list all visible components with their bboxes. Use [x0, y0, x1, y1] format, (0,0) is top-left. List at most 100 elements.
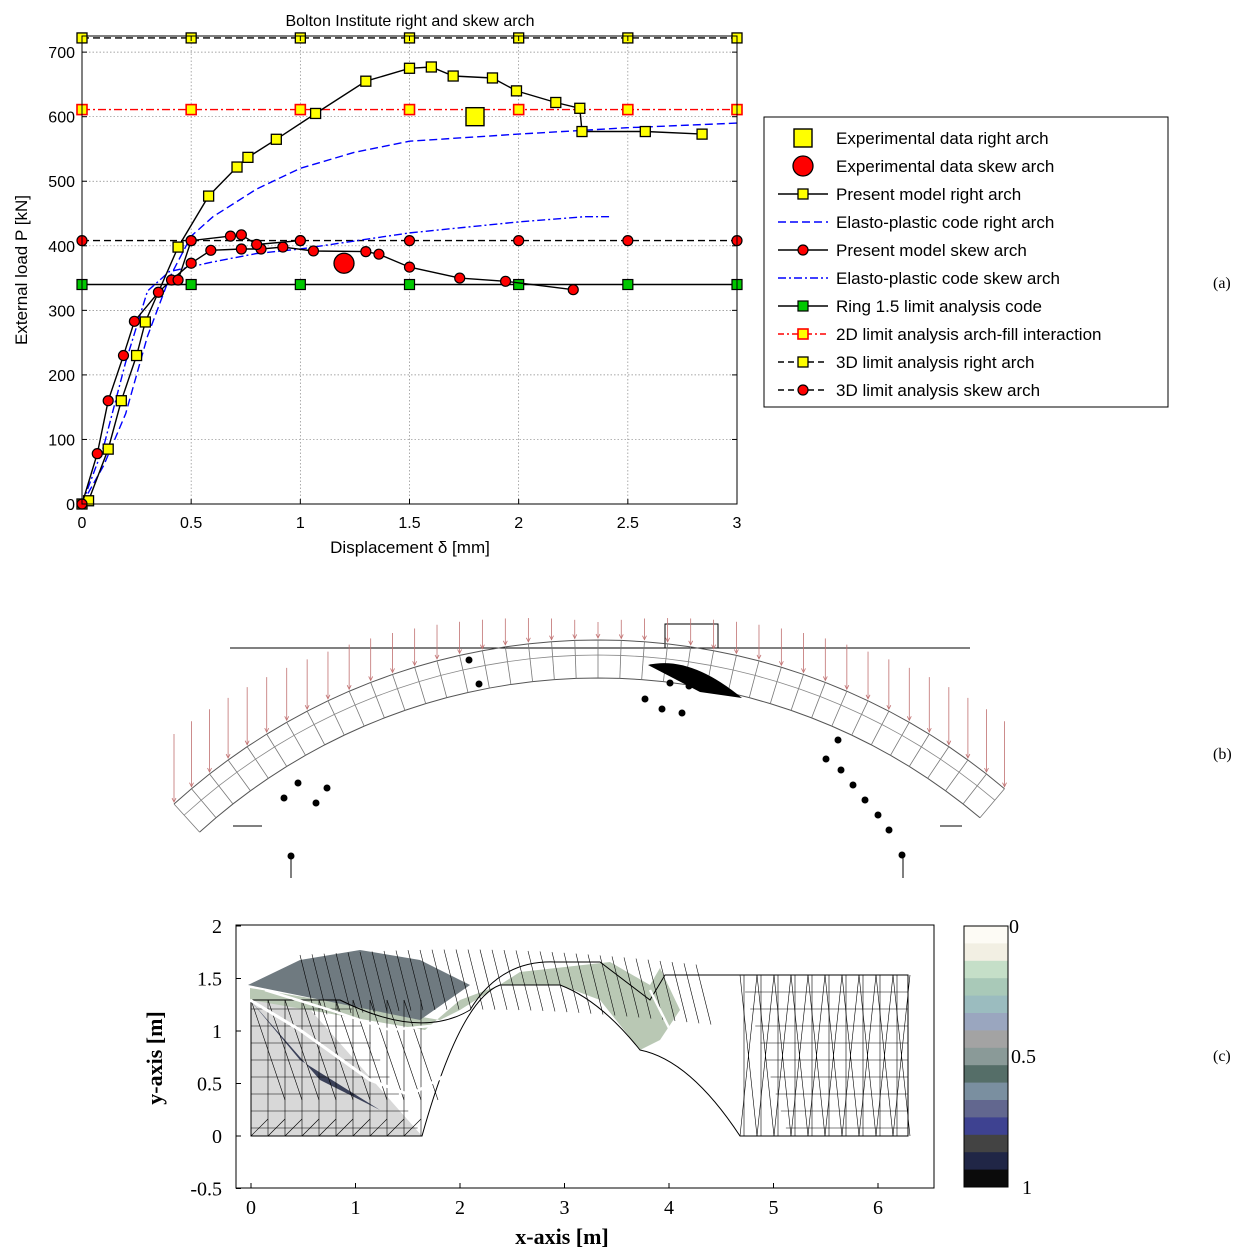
mesh-y-tick-label: 1 [212, 1021, 222, 1043]
legend-label: 3D limit analysis skew arch [836, 381, 1040, 400]
arrow-head [325, 694, 331, 700]
data-point [294, 278, 306, 291]
mesh-line [491, 949, 508, 1010]
mesh-line [311, 954, 328, 1015]
mesh-line [455, 949, 472, 1010]
voussoir-joint [663, 643, 669, 682]
mesh-line [756, 974, 775, 1137]
series-present-model-right-arch [76, 61, 708, 510]
legend-marker [792, 155, 814, 177]
x-tick-label: 0.5 [180, 515, 202, 532]
mesh-line [335, 1118, 354, 1137]
arch-midline [183, 654, 996, 816]
arrow-head [778, 661, 784, 667]
series-line [81, 122, 738, 505]
voussoir-joint [945, 759, 969, 792]
mesh-line [635, 958, 652, 1019]
mesh-line [335, 999, 371, 1101]
hinge-point [294, 779, 302, 787]
voussoir-joint [790, 674, 804, 711]
colorbar-band [964, 1152, 1008, 1171]
mesh-line [250, 999, 286, 1101]
mesh-line [323, 953, 340, 1014]
data-point [102, 395, 114, 407]
arrow-head [618, 634, 624, 640]
mesh-line [371, 951, 388, 1012]
voussoir-joint [908, 733, 930, 767]
mesh-x-tick-label: 5 [769, 1197, 779, 1219]
data-point [309, 107, 322, 120]
damage-colorbar: 0 0.5 1 [963, 916, 1036, 1199]
data-point [270, 133, 282, 145]
colorbar-band [964, 1117, 1008, 1136]
mesh-line [284, 999, 320, 1101]
triangle-mesh [250, 949, 911, 1137]
legend-label: Present model skew arch [836, 241, 1027, 260]
legend-label: 2D limit analysis arch-fill interaction [836, 325, 1101, 344]
arrow-head [642, 635, 647, 641]
data-point [465, 106, 485, 127]
data-point [294, 235, 306, 247]
mesh-line [659, 960, 676, 1021]
hinge-point [678, 709, 686, 717]
voussoir-joint [266, 733, 288, 767]
y-tick-label: 700 [48, 45, 75, 62]
arrow-head [595, 633, 601, 639]
heavy-damage-zone [248, 950, 470, 1020]
arrow-head [434, 654, 440, 660]
voussoir-joint [227, 759, 251, 792]
colorbar-band [964, 1082, 1008, 1101]
mesh-line [250, 1118, 269, 1137]
legend-label: Experimental data skew arch [836, 157, 1054, 176]
mesh-line [407, 950, 424, 1011]
mesh-line [352, 1118, 371, 1137]
y-tick-label: 200 [48, 368, 75, 385]
mesh-region [248, 950, 680, 1136]
mesh-line [671, 962, 688, 1023]
data-point [576, 125, 588, 138]
legend-entry: 2D limit analysis arch-fill interaction [778, 325, 1101, 344]
legend-entry: Experimental data right arch [793, 128, 1049, 148]
legend-label: Experimental data right arch [836, 129, 1049, 148]
hinge-point [822, 755, 830, 763]
colorbar-label-0: 0 [1009, 916, 1019, 938]
data-point [360, 75, 372, 87]
series-present-model-skew-arch-peak [172, 229, 306, 286]
panel-label-c: (c) [1213, 1048, 1231, 1065]
arrow-head [284, 716, 290, 722]
legend-marker [797, 188, 809, 200]
legend-entry: Elasto-plastic code skew arch [778, 269, 1060, 288]
colorbar-band [964, 943, 1008, 962]
mesh-y-tick-label: 2 [212, 916, 222, 938]
arrow-head [390, 668, 395, 674]
voussoir-joint [306, 710, 326, 746]
arrow-head [412, 661, 418, 667]
voussoir-joint [870, 710, 890, 746]
data-point [510, 85, 523, 97]
panel-label-b: (b) [1213, 746, 1232, 763]
voussoir-joint [574, 640, 577, 679]
voussoir-joint [811, 682, 826, 719]
mesh-x-tick-label: 0 [246, 1197, 256, 1219]
legend-marker [793, 128, 813, 148]
data-point [403, 278, 416, 291]
y-tick-label: 300 [48, 303, 75, 320]
legend-entry: Present model skew arch [778, 241, 1027, 260]
mesh-line [347, 952, 364, 1013]
hinge-point [837, 766, 845, 774]
data-point [307, 245, 320, 257]
colorbar-label-0-5: 0.5 [1011, 1046, 1036, 1068]
data-point [185, 235, 197, 247]
x-tick-label: 2 [514, 515, 523, 532]
load-displacement-chart: 0 0.5 1 1.5 2 2.5 3 0 100 200 300 400 500 600 700 Bolt… [12, 13, 743, 557]
damaged-band [250, 962, 680, 1050]
y-tick-label: 600 [48, 110, 75, 127]
arrow-head [965, 753, 971, 759]
data-point [403, 103, 416, 116]
arrow-head [1002, 782, 1007, 788]
x-tick-label: 1.5 [398, 515, 420, 532]
arrow-head [457, 649, 462, 655]
mesh-line [369, 999, 405, 1101]
hinge-point [287, 852, 295, 860]
data-point [513, 235, 525, 247]
